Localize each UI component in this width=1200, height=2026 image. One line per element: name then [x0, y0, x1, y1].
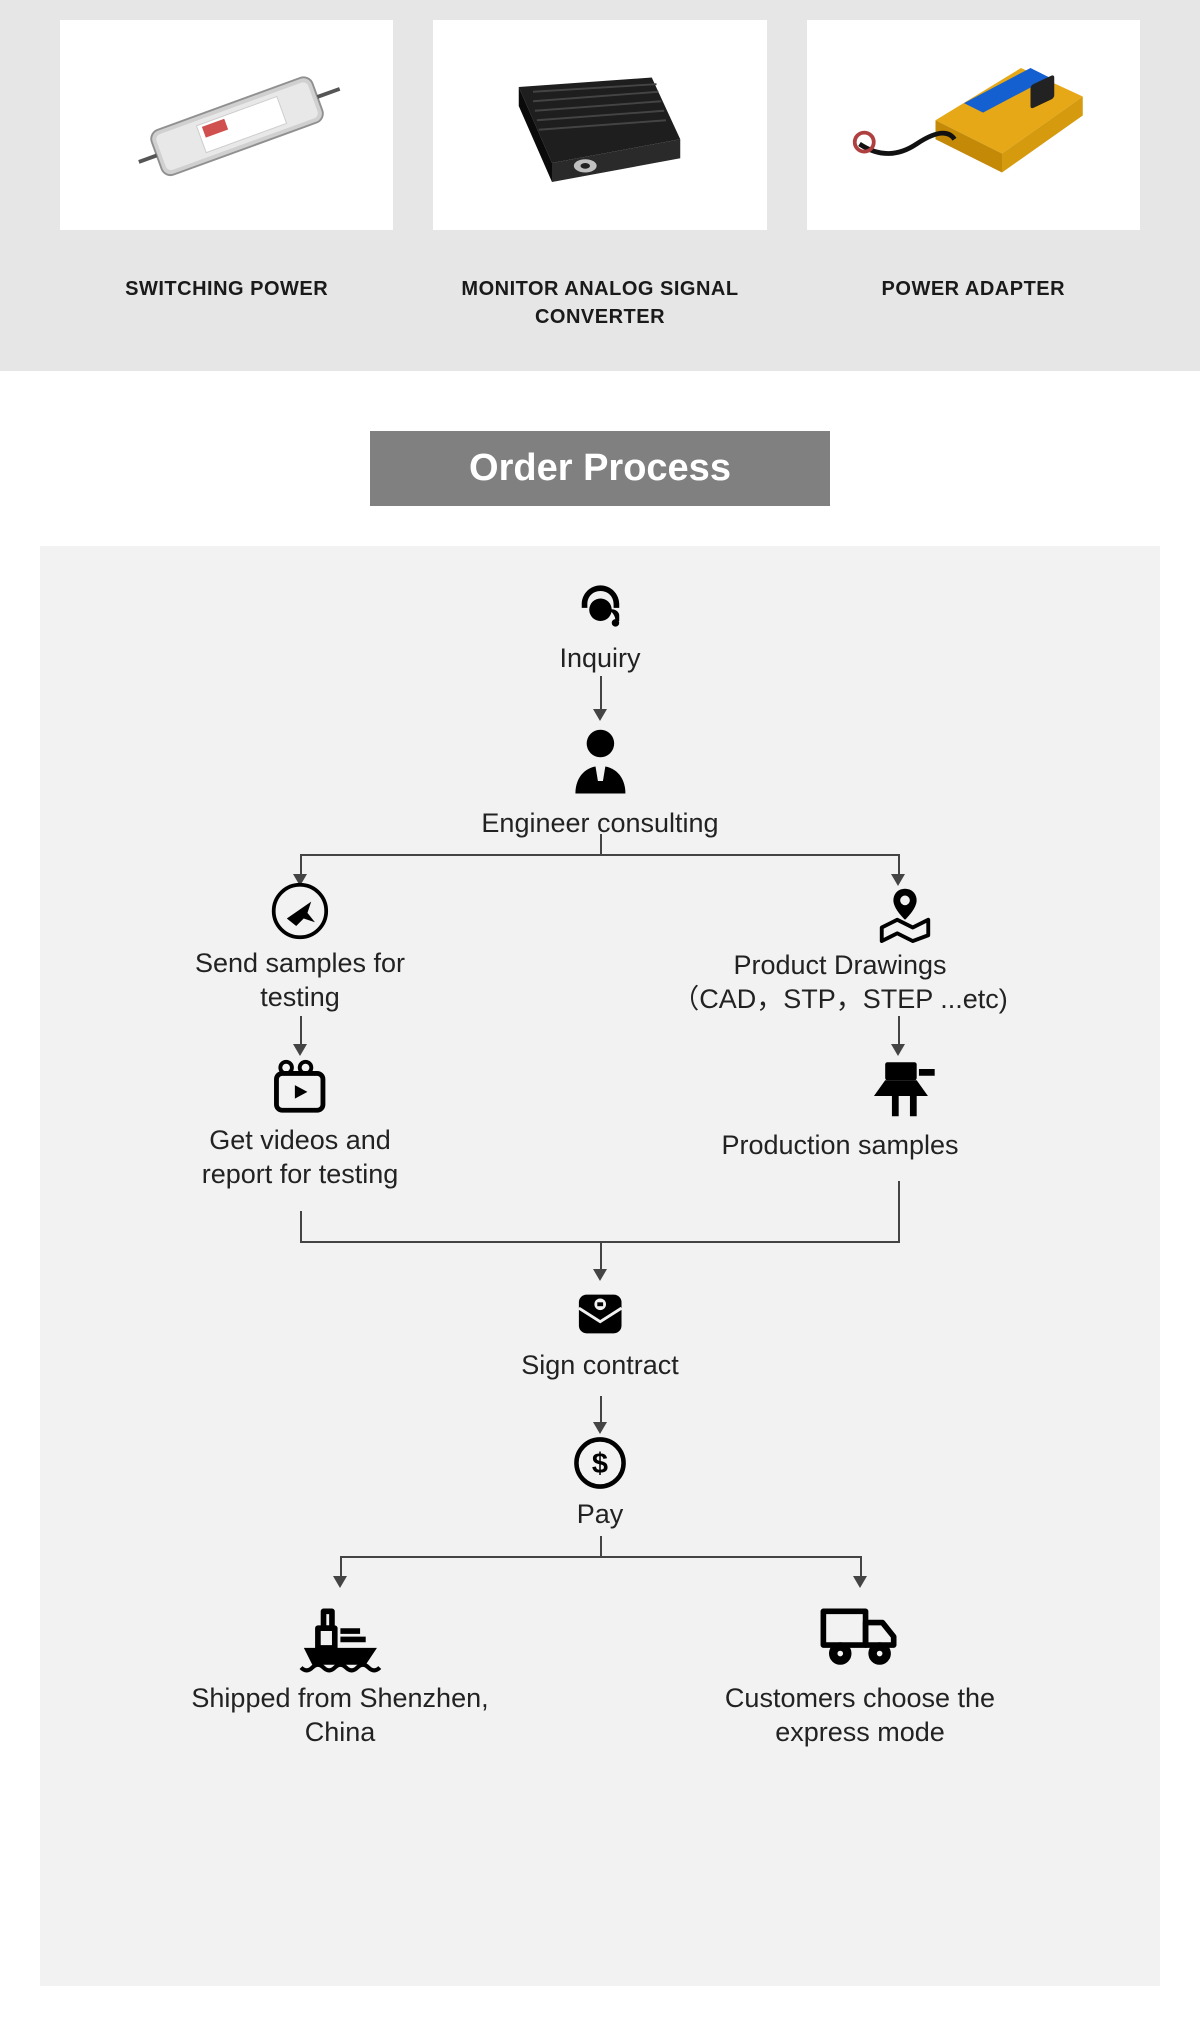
connector: [860, 1556, 862, 1578]
node-label: Product Drawings （CAD，STP，STEP ...etc): [672, 949, 1008, 1017]
connector: [898, 854, 900, 876]
connector: [600, 676, 602, 711]
switching-power-icon: [84, 30, 369, 220]
product-image: [433, 20, 766, 230]
product-adapter: POWER ADAPTER: [807, 20, 1140, 331]
ship-icon: [295, 1586, 385, 1676]
process-flowchart: Inquiry Engineer consulting Send samples…: [40, 546, 1160, 1986]
arrow-icon: [593, 709, 607, 721]
arrow-icon: [593, 1269, 607, 1281]
product-label: SWITCHING POWER: [60, 275, 393, 303]
node-label: Pay: [577, 1498, 624, 1532]
connector: [300, 854, 302, 876]
arrow-icon: [593, 1422, 607, 1434]
connector: [300, 1211, 302, 1241]
machine-icon: [869, 1051, 941, 1123]
node-label: Production samples: [721, 1129, 958, 1163]
node-engineer: Engineer consulting: [481, 721, 718, 841]
node-samples: Send samples for testing: [195, 881, 405, 1015]
product-image: [60, 20, 393, 230]
map-pin-icon: [874, 881, 936, 943]
node-label: Send samples for testing: [195, 947, 405, 1015]
products-row: SWITCHING POWER MONITOR ANALOG SIGNAL: [0, 0, 1200, 371]
product-converter: MONITOR ANALOG SIGNAL CONVERTER: [433, 20, 766, 331]
product-image: [807, 20, 1140, 230]
headset-icon: [570, 576, 630, 636]
connector: [600, 1536, 602, 1556]
adapter-icon: [831, 30, 1116, 220]
node-express: Customers choose the express mode: [725, 1586, 995, 1750]
node-label: Engineer consulting: [481, 807, 718, 841]
section-title: Order Process: [370, 431, 830, 506]
node-contract: Sign contract: [521, 1281, 679, 1383]
node-drawings: Product Drawings （CAD，STP，STEP ...etc): [630, 881, 1050, 1017]
node-pay: $ Pay: [571, 1434, 629, 1532]
video-icon: [269, 1056, 331, 1118]
converter-icon: [457, 30, 742, 220]
plane-icon: [270, 881, 330, 941]
arrow-icon: [293, 1044, 307, 1056]
person-icon: [560, 721, 640, 801]
connector: [600, 1396, 602, 1424]
connector: [340, 1556, 342, 1578]
connector: [300, 1016, 302, 1046]
svg-text:$: $: [592, 1448, 608, 1480]
node-label: Sign contract: [521, 1349, 679, 1383]
node-ship: Shipped from Shenzhen, China: [191, 1586, 488, 1750]
node-label: Shipped from Shenzhen, China: [191, 1682, 488, 1750]
connector: [898, 1016, 900, 1046]
node-inquiry: Inquiry: [559, 576, 640, 676]
connector: [898, 1181, 900, 1241]
connector: [300, 854, 900, 856]
product-switching-power: SWITCHING POWER: [60, 20, 393, 331]
connector: [340, 1556, 860, 1558]
node-label: Inquiry: [559, 642, 640, 676]
node-videos: Get videos and report for testing: [202, 1056, 399, 1192]
truck-icon: [815, 1586, 905, 1676]
node-production: Production samples: [721, 1051, 958, 1163]
product-label: POWER ADAPTER: [807, 275, 1140, 303]
envelope-icon: [569, 1281, 631, 1343]
node-label: Customers choose the express mode: [725, 1682, 995, 1750]
product-label: MONITOR ANALOG SIGNAL CONVERTER: [433, 275, 766, 331]
dollar-icon: $: [571, 1434, 629, 1492]
connector: [600, 1241, 602, 1271]
node-label: Get videos and report for testing: [202, 1124, 399, 1192]
